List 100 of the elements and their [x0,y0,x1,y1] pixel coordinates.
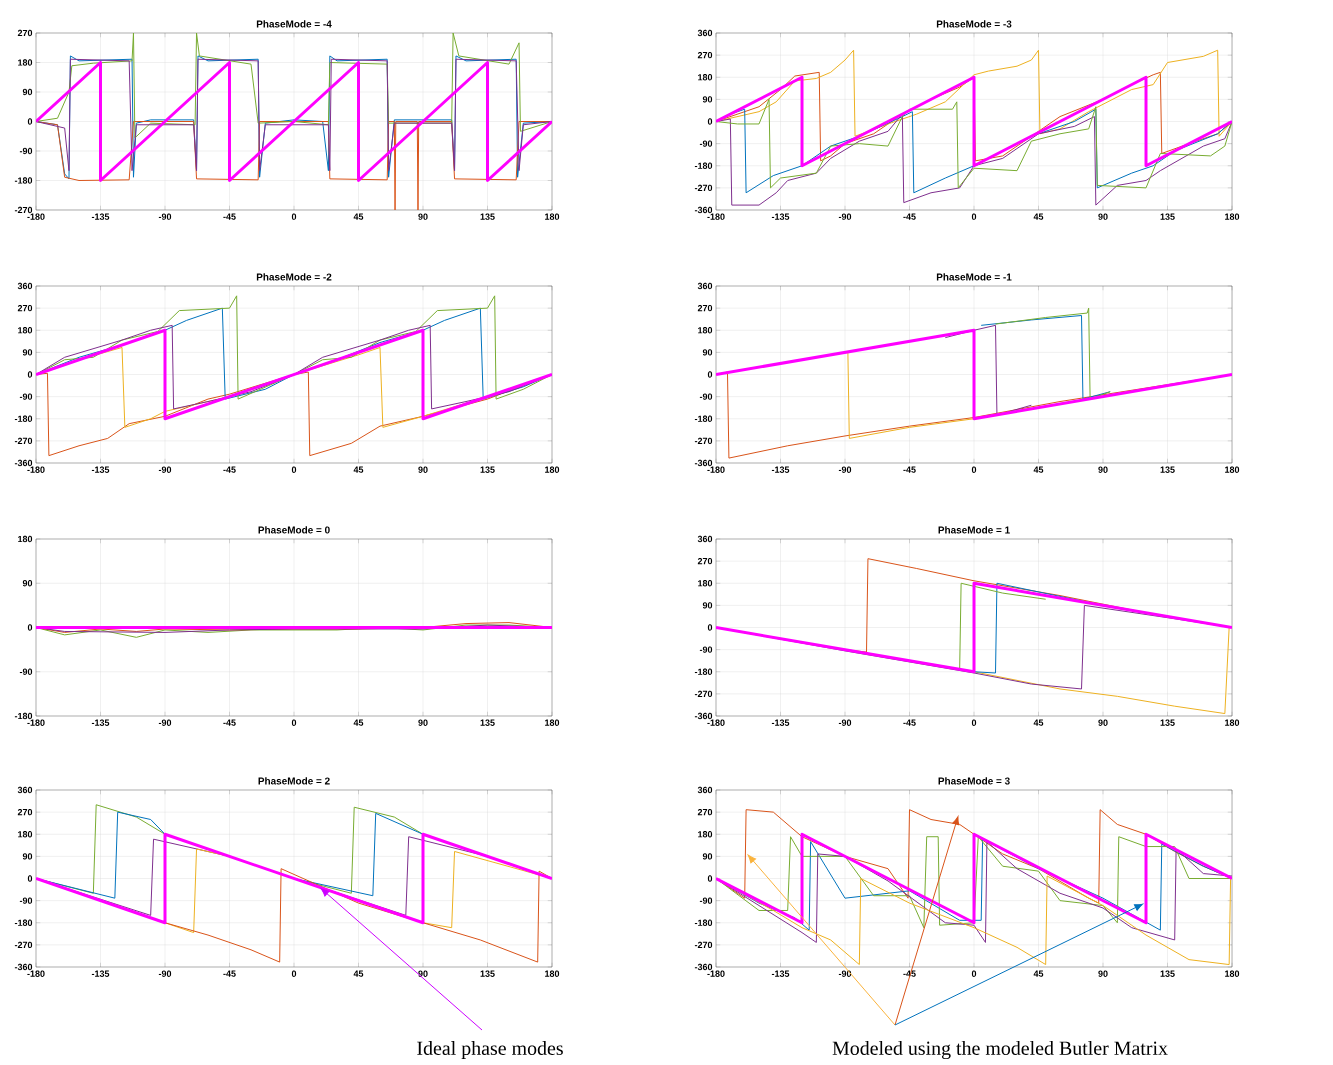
y-tick-label: 0 [707,624,713,631]
x-tick-label: -135 [91,213,110,220]
y-tick-label: -270 [694,437,713,445]
x-tick-label: -45 [903,213,916,220]
x-tick-label: -45 [223,213,236,220]
y-tick-label: -90 [19,668,33,675]
y-tick-label: 90 [702,349,713,356]
x-tick-label: 90 [1098,970,1108,977]
y-tick-label: -360 [694,712,713,720]
x-tick-label: -90 [838,970,852,977]
y-tick-label: -270 [14,437,33,445]
y-tick-label: -180 [14,415,33,422]
x-tick-label: 0 [971,213,977,220]
x-tick-label: 180 [545,466,560,473]
chart-title: PhaseMode = 1 [938,526,1010,534]
y-tick-label: 0 [27,875,33,882]
y-tick-label: -270 [694,941,713,949]
y-tick-label: -90 [699,393,713,400]
x-tick-label: -135 [771,213,790,220]
x-tick-label: 180 [1225,719,1240,726]
y-tick-label: 360 [17,786,33,794]
x-tick-label: 135 [1160,466,1175,473]
y-tick-label: -180 [694,919,713,926]
x-tick-label: 135 [480,213,495,220]
y-tick-label: -90 [19,897,33,904]
x-tick-label: 45 [1033,719,1044,726]
x-tick-label: -135 [771,719,790,726]
x-tick-label: 90 [1098,719,1108,726]
x-tick-label: 180 [1225,466,1240,473]
y-tick-label: 0 [27,624,33,631]
y-tick-label: -270 [14,941,33,949]
y-tick-label: -90 [699,646,713,653]
y-tick-label: -90 [699,140,713,147]
y-tick-label: -360 [14,459,33,467]
x-tick-label: -90 [158,466,172,473]
x-tick-label: -135 [91,466,110,473]
x-tick-label: 135 [1160,719,1175,726]
x-tick-label: 90 [418,213,428,220]
x-tick-label: -135 [771,970,790,977]
x-tick-label: 135 [480,466,495,473]
x-tick-label: 0 [291,970,297,977]
y-tick-label: -90 [19,393,33,400]
text: Modeled using the modeled Butler Matrix [832,1040,1168,1060]
y-tick-label: -360 [694,459,713,467]
x-tick-label: -45 [903,719,916,726]
y-tick-label: 0 [707,118,713,125]
y-tick-label: 270 [697,51,713,59]
x-tick-label: 135 [480,970,495,977]
x-tick-label: -90 [158,213,172,220]
y-tick-label: 90 [702,602,713,609]
y-tick-label: 270 [17,808,33,816]
y-tick-label: -180 [14,919,33,926]
y-tick-label: 90 [702,96,713,103]
y-tick-label: 180 [18,831,33,838]
chart-title: PhaseMode = 3 [938,777,1010,785]
x-tick-label: 135 [1160,213,1175,220]
y-tick-label: -180 [694,162,713,169]
y-tick-label: -90 [19,147,33,155]
y-tick-label: -180 [694,415,713,422]
x-tick-label: 45 [1033,213,1044,220]
chart-title: PhaseMode = -4 [256,20,332,28]
chart-title: PhaseMode = 2 [258,777,330,785]
x-tick-label: 180 [1225,970,1240,977]
chart-title: PhaseMode = 0 [258,526,330,534]
y-tick-label: -180 [694,668,713,675]
y-tick-label: 360 [17,282,33,290]
chart-title: PhaseMode = -3 [936,20,1012,28]
x-tick-label: -90 [158,719,172,726]
y-tick-label: 360 [697,786,713,794]
y-tick-label: 270 [697,304,713,312]
x-tick-label: 0 [291,466,297,473]
chart-title: PhaseMode = -2 [256,273,332,281]
x-tick-label: 90 [1098,213,1108,220]
x-tick-label: -90 [838,719,852,726]
x-tick-label: -45 [223,970,236,977]
x-tick-label: -135 [91,719,110,726]
y-tick-label: 180 [698,580,713,587]
x-tick-label: 45 [353,213,364,220]
x-tick-label: 45 [1033,970,1044,977]
y-tick-label: 360 [697,29,713,37]
y-tick-label: -270 [694,184,713,192]
y-tick-label: -270 [694,690,713,698]
x-tick-label: -45 [903,466,916,473]
x-tick-label: 180 [1225,213,1240,220]
y-tick-label: -90 [699,897,713,904]
x-tick-label: 180 [545,213,560,220]
y-tick-label: 90 [22,580,33,587]
x-tick-label: -90 [838,213,852,220]
x-tick-label: 180 [545,719,560,726]
y-tick-label: 90 [702,853,713,860]
y-tick-label: 90 [22,88,33,96]
x-tick-label: 45 [353,970,364,977]
y-tick-label: 360 [697,535,713,543]
y-tick-label: -360 [694,963,713,971]
y-tick-label: 180 [698,831,713,838]
y-tick-label: 90 [22,349,33,356]
x-tick-label: 0 [971,970,977,977]
x-tick-label: 45 [353,719,364,726]
x-tick-label: -45 [223,466,236,473]
y-tick-label: 270 [17,29,33,37]
